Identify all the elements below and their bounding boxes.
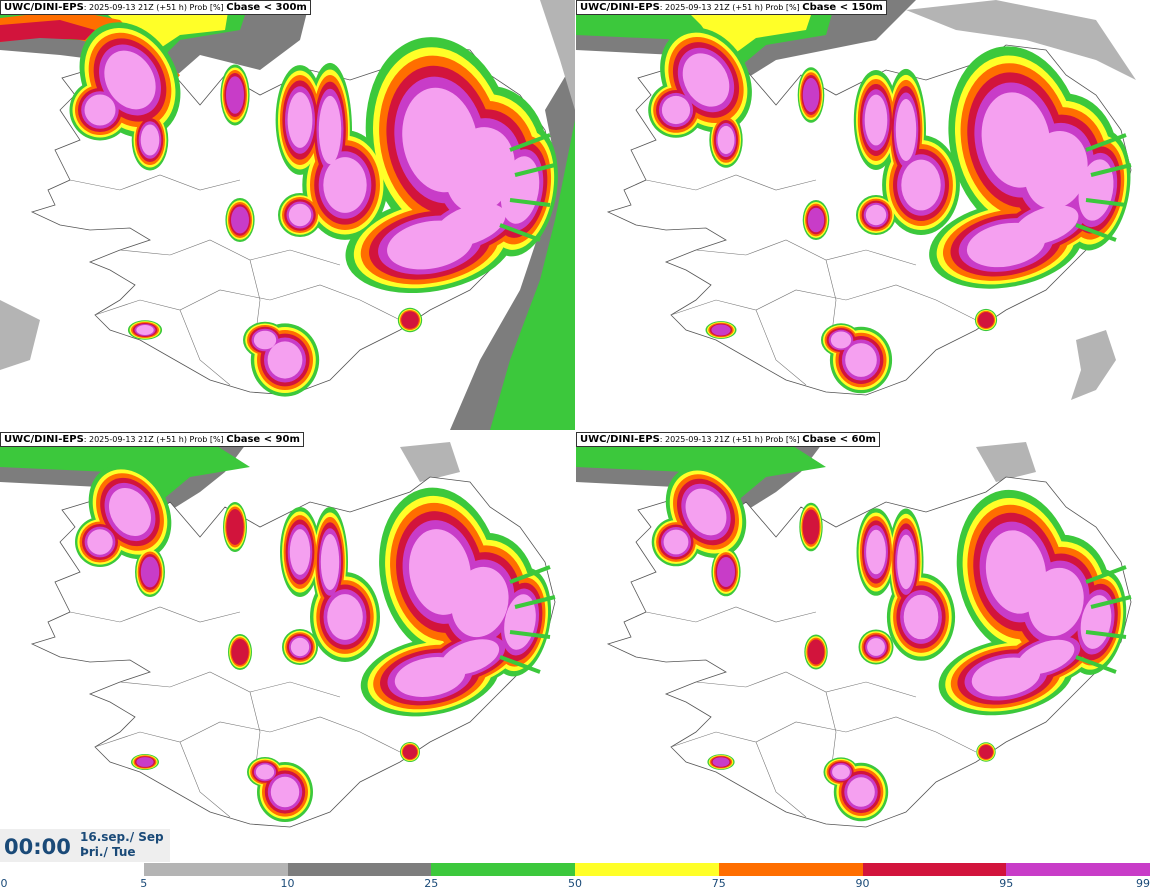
iceland-probability-map [576, 432, 1132, 828]
colorbar-tick-label: 95 [999, 877, 1014, 890]
colorbar-segment [1006, 863, 1150, 876]
colorbar-segment [718, 863, 863, 876]
colorbar-segment [287, 863, 432, 876]
valid-weekday: Þri./ Tue [80, 845, 136, 859]
cloud-base-probability [75, 464, 552, 822]
valid-hour: 00:00 [4, 835, 71, 859]
iceland-probability-map [0, 0, 575, 430]
map-panel-cbase-300: UWC/DINI-EPS: 2025-09-13 21Z (+51 h) Pro… [0, 0, 575, 430]
colorbar-segment [431, 863, 576, 876]
fjord-streaks [499, 565, 556, 674]
colorbar-segment [862, 863, 1007, 876]
panel-title: UWC/DINI-EPS: 2025-09-13 21Z (+51 h) Pro… [576, 432, 880, 447]
cloud-base-probability [648, 27, 1131, 394]
region-boundaries [645, 174, 977, 386]
panel-title: UWC/DINI-EPS: 2025-09-13 21Z (+51 h) Pro… [0, 0, 311, 15]
colorbar-tick-label: 10 [280, 877, 295, 890]
colorbar-segment [0, 863, 145, 876]
cloud-base-probability [651, 466, 1127, 822]
panel-title: UWC/DINI-EPS: 2025-09-13 21Z (+51 h) Pro… [576, 0, 887, 15]
colorbar-tick-label: 25 [424, 877, 439, 890]
probability-colorbar [0, 863, 1150, 876]
cloud-base-probability [69, 22, 558, 397]
iceland-probability-map [576, 0, 1136, 400]
region-boundaries [69, 174, 401, 386]
map-panel-cbase-60: UWC/DINI-EPS: 2025-09-13 21Z (+51 h) Pro… [576, 432, 1150, 862]
colorbar-tick-label: 0 [0, 877, 8, 890]
region-boundaries [69, 606, 401, 818]
region-boundaries [645, 606, 977, 818]
valid-date: 16.sep./ Sep [80, 830, 164, 844]
colorbar-tick-label: 99 [1136, 877, 1150, 890]
colorbar-tick-label: 5 [140, 877, 148, 890]
sea-probability-field [576, 0, 1136, 400]
iceland-probability-map [0, 432, 556, 828]
fjord-streaks [1075, 133, 1132, 242]
colorbar-segment [143, 863, 288, 876]
map-panel-cbase-90: UWC/DINI-EPS: 2025-09-13 21Z (+51 h) Pro… [0, 432, 575, 862]
colorbar-tick-label: 90 [855, 877, 870, 890]
colorbar-tick-label: 50 [568, 877, 582, 890]
valid-time-box: 00:00 16.sep./ Sep Þri./ Tue [0, 829, 170, 862]
colorbar-segment [575, 863, 720, 876]
fjord-streaks [499, 133, 556, 242]
panel-title: UWC/DINI-EPS: 2025-09-13 21Z (+51 h) Pro… [0, 432, 304, 447]
map-panel-cbase-150: UWC/DINI-EPS: 2025-09-13 21Z (+51 h) Pro… [576, 0, 1150, 430]
colorbar-tick-label: 75 [711, 877, 726, 890]
fjord-streaks [1075, 565, 1132, 674]
